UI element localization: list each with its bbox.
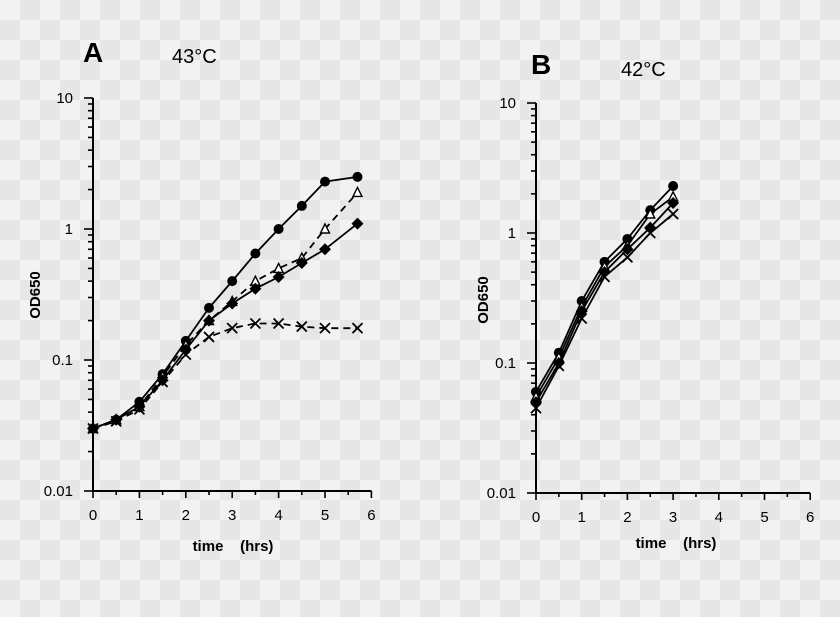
data-point-diamond <box>272 271 285 284</box>
y-tick-label: 10 <box>499 95 516 112</box>
data-point-triangle-open <box>319 222 331 234</box>
data-point-x <box>110 415 122 428</box>
data-point-triangle-open <box>351 185 364 198</box>
data-point-x <box>553 360 565 372</box>
data-point-diamond <box>110 413 123 426</box>
data-point-diamond <box>249 282 262 295</box>
data-point-x <box>133 403 146 415</box>
y-tick-label: 1 <box>508 225 516 242</box>
data-point-x <box>319 322 331 334</box>
data-point-x <box>180 348 192 361</box>
x-tick-label: 0 <box>89 507 97 524</box>
x-tick-label: 3 <box>228 507 236 524</box>
data-point-diamond <box>319 243 331 256</box>
data-point-triangle-open <box>644 207 656 219</box>
axis-lines <box>535 103 811 494</box>
data-point-x <box>644 227 656 239</box>
panel-b-temperature: 42°C <box>621 59 666 81</box>
panel-b-letter: B <box>531 49 551 80</box>
panel-a: A 43°C time (hrs) OD650 0 1 2 3 4 5 6 0.01 0.1 1 1… <box>27 37 376 555</box>
data-point-diamond <box>621 243 634 256</box>
panel-a-y-axis-title: OD650 <box>27 271 44 319</box>
data-point-circle <box>320 176 330 187</box>
panel-b-x-axis-title: time (hrs) <box>636 535 717 552</box>
data-point-x <box>203 331 215 343</box>
panel-a-temperature: 43°C <box>172 46 217 68</box>
x-tick-label: 1 <box>135 507 143 524</box>
data-point-circle <box>204 302 214 313</box>
data-point-x <box>272 317 285 330</box>
x-tick-label: 6 <box>806 509 814 526</box>
data-point-diamond <box>133 400 146 413</box>
x-tick-label: 0 <box>532 509 540 526</box>
panel-b: B 42°C time (hrs) OD650 0 1 2 3 4 5 6 0.01 0.1 1 1… <box>475 49 814 552</box>
data-point-x <box>296 320 308 333</box>
x-tick-label: 2 <box>182 507 190 524</box>
data-point-diamond <box>156 374 169 387</box>
x-tick-label: 2 <box>623 509 631 526</box>
series-line-x <box>535 213 674 409</box>
y-tick-label: 0.01 <box>487 485 516 502</box>
data-point-diamond <box>351 217 364 230</box>
data-point-circle <box>250 248 261 259</box>
data-point-x <box>530 402 542 414</box>
data-point-circle <box>227 276 238 287</box>
x-tick-label: 6 <box>367 507 375 524</box>
series-line-triangle-open <box>92 191 359 430</box>
series-line-x <box>92 322 358 430</box>
data-point-circle <box>296 200 307 211</box>
data-point-x <box>156 376 169 388</box>
data-point-x <box>667 208 679 220</box>
series-line-diamond <box>92 222 359 430</box>
y-tick-label: 0.1 <box>52 352 73 369</box>
data-point-x <box>598 271 611 283</box>
y-tick-label: 0.01 <box>44 483 73 500</box>
series-line-diamond <box>535 202 674 403</box>
data-point-diamond <box>203 314 215 327</box>
data-point-diamond <box>667 197 680 210</box>
data-point-circle <box>668 180 679 191</box>
panel-b-y-axis-title: OD650 <box>475 276 492 324</box>
data-point-x <box>249 317 262 330</box>
y-tick-label: 1 <box>65 221 73 238</box>
panel-a-x-axis-title: time (hrs) <box>193 538 274 555</box>
x-tick-label: 4 <box>715 509 723 526</box>
x-tick-label: 4 <box>274 507 282 524</box>
y-tick-label: 10 <box>56 90 73 107</box>
x-tick-label: 1 <box>578 509 586 526</box>
data-point-x <box>226 322 238 334</box>
data-point-x <box>576 312 588 325</box>
y-tick-label: 0.1 <box>495 355 516 372</box>
data-point-circle <box>273 224 284 234</box>
x-tick-label: 5 <box>321 507 329 524</box>
data-point-circle <box>352 171 363 182</box>
data-point-x <box>351 322 364 334</box>
series-line-circle <box>92 176 358 430</box>
data-point-diamond <box>295 257 308 270</box>
data-point-diamond <box>226 297 239 310</box>
panel-a-letter: A <box>83 37 103 68</box>
data-point-x <box>621 251 634 263</box>
x-tick-label: 3 <box>669 509 677 526</box>
data-point-x <box>87 422 99 435</box>
axis-lines <box>92 98 372 492</box>
x-tick-label: 5 <box>760 509 768 526</box>
